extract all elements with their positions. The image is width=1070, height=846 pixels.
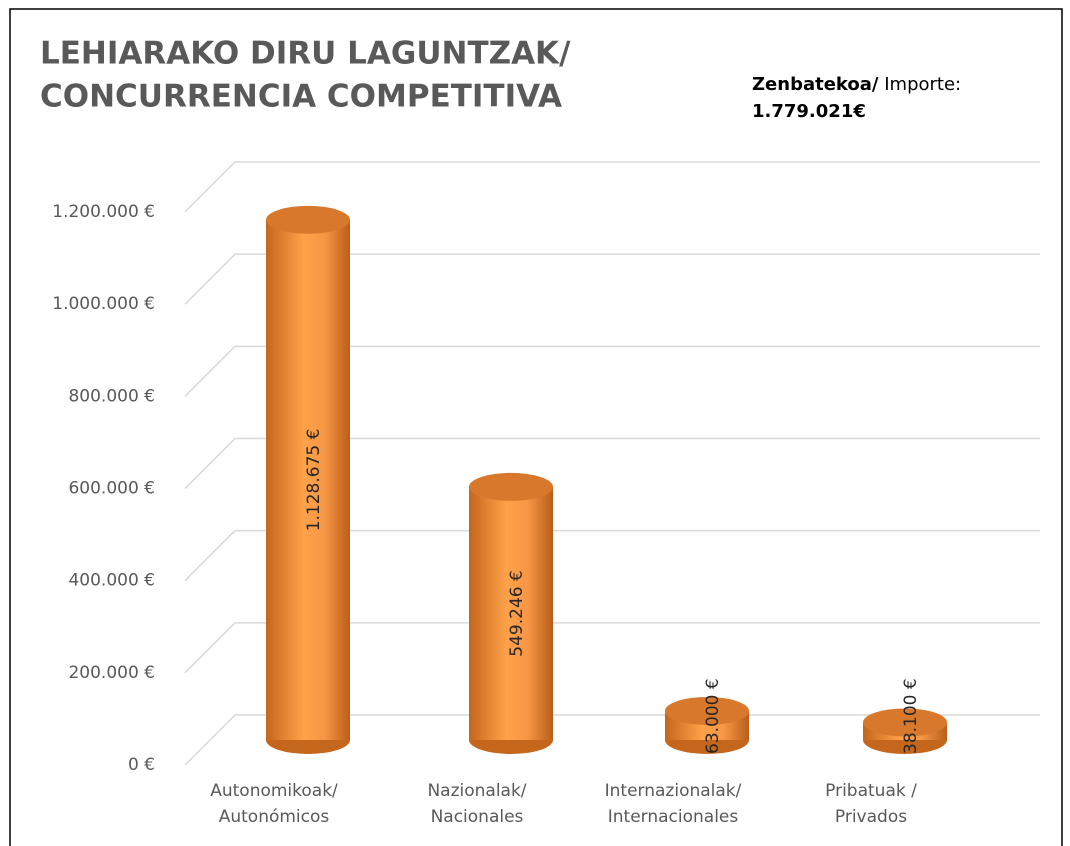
value-label: 1.128.675 € (304, 429, 324, 532)
x-tick-label: Internacionales (608, 807, 739, 827)
grid-line (184, 345, 1040, 397)
bar-top (266, 205, 350, 234)
x-tick-label: Nacionales (431, 807, 524, 827)
x-tick-label: Autonómicos (219, 807, 330, 827)
bar (266, 219, 350, 740)
value-label: 549.246 € (507, 570, 527, 657)
x-tick-label: Nazionalak/ (427, 781, 526, 801)
grid-line (184, 253, 1040, 305)
y-tick-label: 0 € (128, 755, 155, 775)
bar-top (863, 708, 947, 737)
frame (9, 8, 1063, 846)
y-tick-label: 1.200.000 € (52, 202, 155, 222)
y-tick-label: 800.000 € (68, 386, 155, 406)
bar-top (665, 696, 749, 725)
grid-line (184, 622, 1040, 674)
x-tick-label: Privados (835, 807, 907, 827)
y-tick-label: 600.000 € (68, 479, 155, 499)
annotation-bold: Zenbatekoa/ (752, 74, 879, 95)
annotation: Zenbatekoa/ Importe: (752, 74, 961, 95)
value-label: 38.100 € (901, 678, 921, 754)
chart-title: CONCURRENCIA COMPETITIVA (40, 79, 562, 115)
bar (469, 486, 553, 740)
x-tick-label: Internazionalak/ (605, 781, 742, 801)
grid-line (184, 529, 1040, 582)
y-tick-label: 200.000 € (68, 663, 155, 683)
value-label: 63.000 € (703, 678, 723, 754)
bar-top (469, 472, 553, 501)
chart-title: LEHIARAKO DIRU LAGUNTZAK/ (40, 36, 571, 72)
grid-line (184, 714, 1040, 766)
y-tick-label: 1.000.000 € (52, 294, 155, 314)
annotation-total: 1.779.021€ (752, 101, 866, 122)
grid-line (184, 437, 1040, 490)
grid-line (184, 161, 1040, 213)
annotation-normal: Importe: (879, 74, 962, 95)
x-tick-label: Pribatuak / (825, 781, 917, 801)
y-tick-label: 400.000 € (68, 571, 155, 591)
x-tick-label: Autonomikoak/ (210, 781, 338, 801)
